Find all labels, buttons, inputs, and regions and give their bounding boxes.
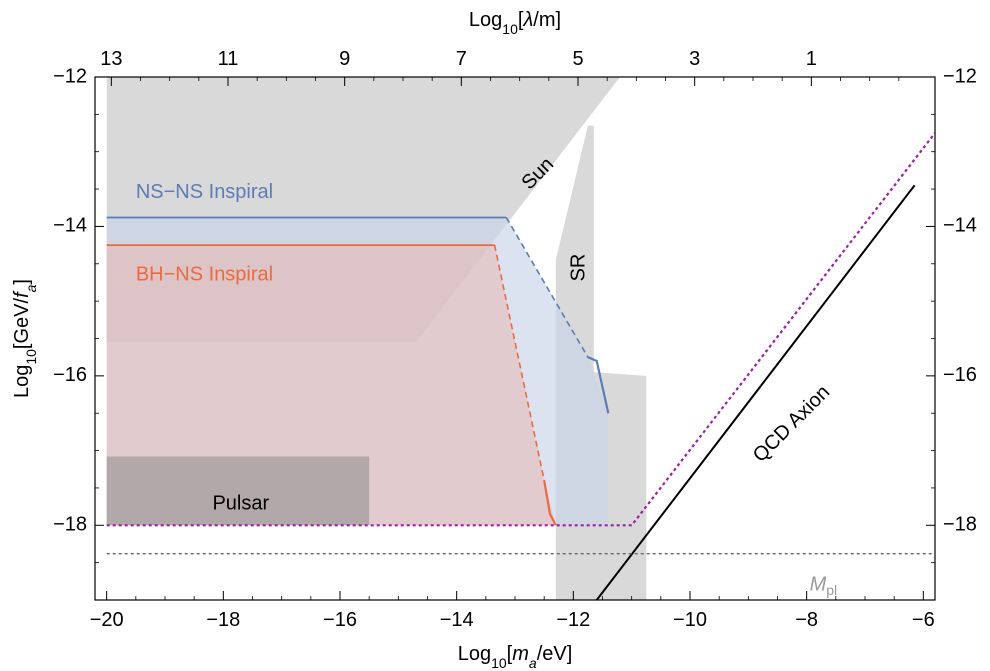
y-tick-label: −14 [53,215,87,237]
x-tick-label: −8 [795,609,818,631]
pulsar-region [106,456,370,526]
combined-bound [106,132,936,527]
x-tick-label: −16 [323,609,357,631]
qcd-axion-line [595,184,916,601]
bhns-label: BH−NS Inspiral [136,263,273,285]
axes-layer: −20 −18 −16 −14 −12 −10 −8 −6 13 11 9 7 5 3 1 −18 −18 −16… [11,9,977,671]
y-right-tick-label: −16 [943,364,977,386]
bhns-boundary-dashed [493,244,545,481]
top-tick-label: 3 [689,48,700,70]
bhns-boundary-end [543,480,557,526]
lines-layer [106,132,936,601]
y-tick-label: −18 [53,514,87,536]
ns-boundary-dashed [505,217,589,358]
y-tick-label: −12 [53,65,87,87]
top-tick-label: 7 [456,48,467,70]
top-axis-title: Log10[λ/m] [469,9,561,37]
sr-label: SR [567,254,589,282]
pulsar-label: Pulsar [212,493,269,515]
y-right-tick-label: −12 [943,65,977,87]
regions-layer [106,77,647,600]
y-right-tick-label: −18 [943,514,977,536]
top-tick-label: 5 [572,48,583,70]
x-tick-label: −12 [556,609,590,631]
x-tick-label: −10 [673,609,707,631]
x-tick-label: −18 [206,609,240,631]
ns-boundary-end [587,356,610,414]
x-tick-label: −14 [440,609,474,631]
top-tick-label: 9 [339,48,350,70]
qcd-label: QCD Axion [749,381,835,467]
mpl-label: Mpl [810,573,838,597]
x-tick-label: −20 [90,609,124,631]
y-axis-title: Log10[GeV/fa] [11,279,39,398]
x-tick-label: −6 [912,609,935,631]
x-axis-title: Log10[ma/eV] [458,643,573,671]
top-tick-label: 1 [806,48,817,70]
y-tick-label: −16 [53,364,87,386]
y-right-tick-label: −14 [943,215,977,237]
top-tick-label: 13 [100,48,122,70]
bh-ns-inspiral-region [106,245,556,526]
nsns-label: NS−NS Inspiral [136,181,273,203]
top-tick-label: 11 [218,48,239,70]
